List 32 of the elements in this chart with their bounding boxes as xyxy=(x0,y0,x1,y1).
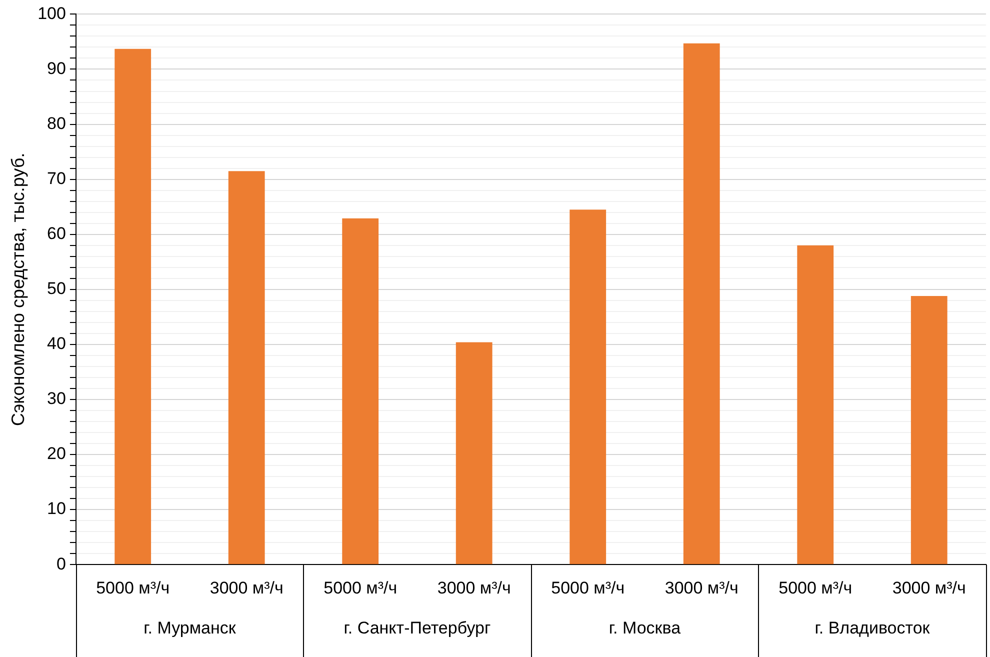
y-axis-title: Сэкономлено средства, тыс.руб. xyxy=(8,152,28,426)
y-tick-label: 10 xyxy=(47,499,66,518)
text: г. Мурманск xyxy=(144,618,236,638)
x-tick-label: 5000 м³/ч xyxy=(96,578,170,598)
x-tick-label: 5000 м³/ч xyxy=(551,578,625,598)
x-tick-label: 5000 м³/ч xyxy=(324,578,398,598)
x-tick-label: 3000 м³/ч xyxy=(437,578,511,598)
y-tick-label: 60 xyxy=(47,224,66,244)
y-tick-label: 80 xyxy=(47,114,66,133)
x-tick-label: 3000 м³/ч xyxy=(210,578,284,598)
y-tick-label: 40 xyxy=(47,334,66,354)
y-tick-label: 50 xyxy=(47,279,66,298)
text: г. Москва xyxy=(608,618,682,638)
bar xyxy=(228,171,265,564)
x-tick-label: 3000 м³/ч xyxy=(892,578,966,598)
bar xyxy=(114,48,152,564)
y-tick-label: 100 xyxy=(38,4,66,23)
bar xyxy=(910,296,948,564)
bar xyxy=(342,218,379,564)
y-tick-label: 70 xyxy=(47,169,66,188)
bar xyxy=(683,43,720,564)
y-tick-label: 0 xyxy=(56,554,66,574)
text: г. Владивосток xyxy=(814,618,930,638)
bar xyxy=(797,245,834,564)
x-tick-label: 3000 м³/ч xyxy=(664,578,738,598)
y-tick-label: 90 xyxy=(47,58,66,78)
text: г. Санкт-Петербург xyxy=(344,618,491,638)
bar xyxy=(570,210,606,564)
y-tick-label: 20 xyxy=(47,444,66,464)
y-tick-label: 30 xyxy=(47,389,66,408)
x-tick-label: 5000 м³/ч xyxy=(778,578,852,598)
bar xyxy=(456,342,492,564)
